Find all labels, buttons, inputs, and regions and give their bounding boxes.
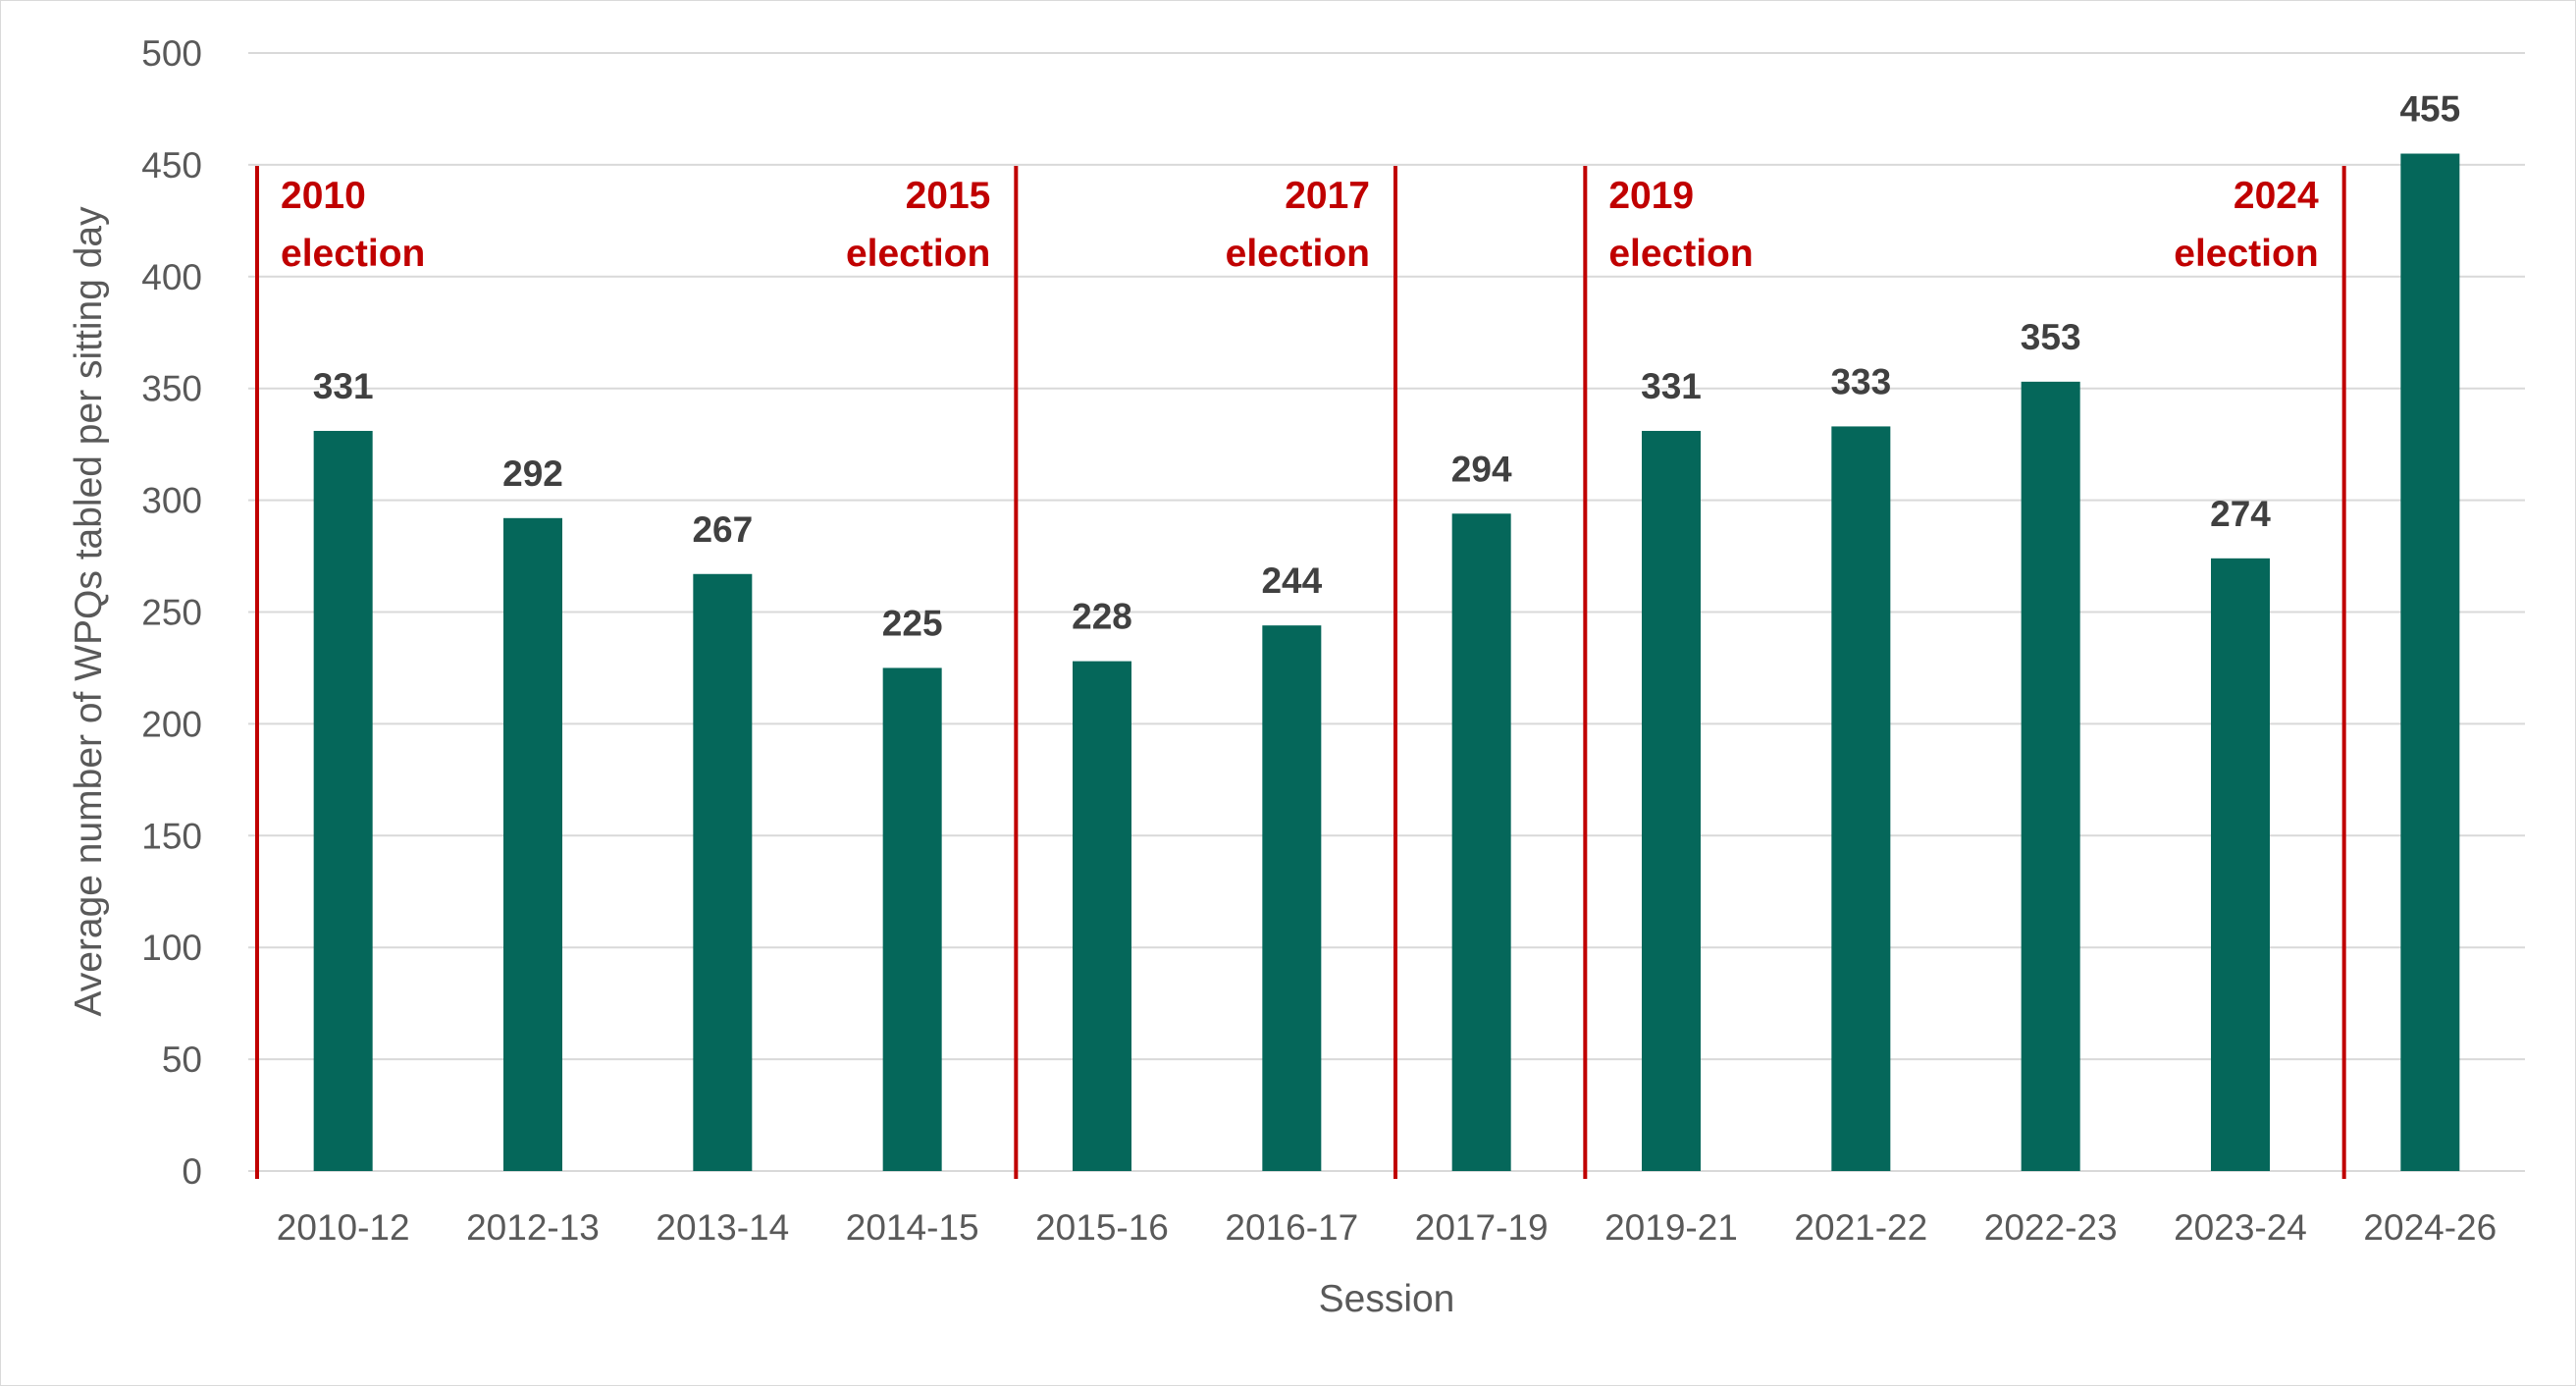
x-tick-label: 2014-15: [846, 1207, 979, 1248]
bar-2016-17: [1262, 625, 1322, 1171]
election-year-label: 2015: [906, 175, 991, 217]
election-year-label: 2010: [281, 175, 366, 217]
x-tick-label: 2016-17: [1225, 1207, 1358, 1248]
data-label: 331: [313, 366, 374, 406]
data-label: 333: [1830, 361, 1891, 401]
data-labels: 331 292 267 225 228 244 294 331 333 353 274 455: [313, 89, 2460, 644]
bar-2024-26: [2400, 153, 2460, 1171]
x-tick-label: 2015-16: [1035, 1207, 1169, 1248]
election-text-label: election: [846, 233, 990, 275]
x-tick-label: 2017-19: [1415, 1207, 1549, 1248]
bar-2015-16: [1073, 661, 1131, 1171]
y-tick-label: 400: [141, 257, 202, 297]
x-axis-title: Session: [1319, 1278, 1455, 1320]
data-label: 244: [1261, 560, 1322, 601]
election-text-label: election: [1608, 233, 1753, 275]
y-tick-label: 150: [141, 816, 202, 856]
bar-2022-23: [2021, 381, 2080, 1172]
x-tick-label: 2010-12: [277, 1207, 410, 1248]
election-year-label: 2024: [2234, 175, 2319, 217]
bar-2013-14: [693, 573, 753, 1171]
election-year-label: 2017: [1285, 175, 1370, 217]
y-tick-label: 450: [141, 145, 202, 186]
x-tick-label: 2024-26: [2363, 1207, 2497, 1248]
bar-2012-13: [503, 517, 562, 1171]
y-tick-label: 100: [141, 928, 202, 968]
y-tick-label: 50: [162, 1040, 202, 1080]
bar-2014-15: [882, 667, 942, 1171]
x-tick-label: 2012-13: [466, 1207, 600, 1248]
x-tick-label: 2013-14: [656, 1207, 789, 1248]
data-label: 353: [2021, 317, 2081, 357]
y-tick-label: 350: [141, 369, 202, 409]
data-label: 294: [1451, 449, 1512, 489]
data-label: 292: [502, 453, 563, 494]
x-tick-label: 2023-24: [2174, 1207, 2307, 1248]
bar-2017-19: [1451, 513, 1511, 1171]
bar-2023-24: [2211, 558, 2270, 1171]
x-tick-label: 2022-23: [1984, 1207, 2118, 1248]
election-year-label: 2019: [1608, 175, 1694, 217]
bar-2021-22: [1831, 426, 1891, 1171]
bar-2019-21: [1642, 430, 1701, 1171]
x-axis-ticks: 2010-12 2012-13 2013-14 2014-15 2015-16 2016-…: [277, 1207, 2497, 1248]
y-axis-ticks: 0 50 100 150 200 250 300 350 400 450 500: [141, 33, 202, 1192]
data-label: 331: [1641, 366, 1702, 406]
data-label: 228: [1072, 597, 1132, 637]
y-tick-label: 300: [141, 481, 202, 521]
data-label: 455: [2399, 89, 2460, 130]
election-markers: 2010 election 2015 election 2017 election 2019…: [255, 166, 2346, 1179]
election-text-label: election: [1226, 233, 1370, 275]
data-label: 225: [882, 603, 943, 643]
y-axis-title: Average number of WPQs tabled per sittin…: [68, 206, 110, 1017]
gridlines: [248, 52, 2525, 1172]
y-tick-label: 200: [141, 704, 202, 744]
y-tick-label: 0: [182, 1151, 202, 1192]
data-label: 274: [2210, 494, 2271, 534]
bars: [313, 153, 2460, 1172]
x-tick-label: 2021-22: [1794, 1207, 1927, 1248]
election-text-label: election: [281, 233, 425, 275]
y-tick-label: 500: [141, 33, 202, 74]
y-tick-label: 250: [141, 593, 202, 633]
x-tick-label: 2019-21: [1604, 1207, 1738, 1248]
election-text-label: election: [2174, 233, 2318, 275]
bar-2010-12: [313, 430, 373, 1171]
data-label: 267: [692, 509, 753, 550]
